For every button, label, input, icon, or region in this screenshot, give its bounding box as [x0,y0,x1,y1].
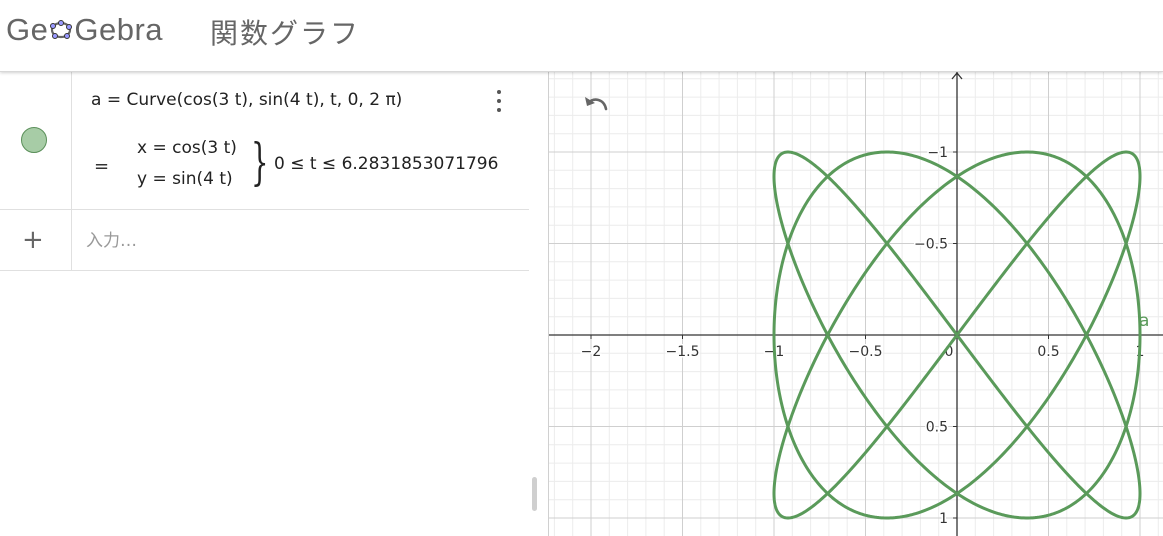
right-brace: } [251,133,269,191]
plus-icon[interactable]: + [22,225,44,255]
panel-divider[interactable] [548,72,549,536]
output-equals-sign: = [94,156,110,177]
visibility-toggle-icon[interactable] [21,127,47,153]
geogebra-logo: Ge Gebra [6,12,163,48]
curve-label: a [1139,311,1149,331]
curve-definition[interactable]: a = Curve(cos(3 t), sin(4 t), t, 0, 2 π) [91,90,403,110]
undo-icon[interactable] [582,94,610,118]
geogebra-ellipse-icon [50,20,73,39]
x-parametric-expression: x = cos(3 t) [137,138,237,158]
algebra-view: a = Curve(cos(3 t), sin(4 t), t, 0, 2 π)… [0,72,548,536]
logo-text-end: Gebra [74,12,164,47]
algebra-input-row: + [0,210,529,271]
x-tick-label: 0.5 [1037,344,1059,360]
graph-canvas[interactable]: −2 −1.5 −1 −0.5 0 0.5 110.5−0.5−1 a [549,72,1163,536]
algebra-row-curve[interactable]: a = Curve(cos(3 t), sin(4 t), t, 0, 2 π)… [0,72,529,210]
add-column: + [0,210,72,270]
y-parametric-expression: y = sin(4 t) [137,169,233,189]
y-tick-label: 0.5 [926,420,948,436]
app-title: 関数グラフ [210,17,361,50]
logo-text-start: Ge [6,12,49,47]
y-tick-label: −0.5 [914,237,948,253]
x-tick-label: −2 [581,344,602,360]
x-tick-label: −1.5 [666,344,700,360]
curve-a [772,150,1142,520]
algebra-scrollbar[interactable] [532,477,537,511]
x-tick-label: 0 [945,344,954,360]
y-tick-label: −1 [927,145,948,161]
y-tick-label: 1 [939,511,948,527]
x-tick-label: −0.5 [849,344,883,360]
row-marker-column [0,72,72,209]
algebra-input[interactable] [84,226,518,256]
y-axis-arrow [951,72,963,80]
parameter-range: 0 ≤ t ≤ 6.2831853071796 [274,154,499,174]
app-header: Ge Gebra 関数グラフ [0,0,1163,72]
more-vert-icon[interactable] [490,88,508,114]
graphics-view[interactable]: −2 −1.5 −1 −0.5 0 0.5 1 1 0.5 −0.5 −1 a [549,72,1163,536]
